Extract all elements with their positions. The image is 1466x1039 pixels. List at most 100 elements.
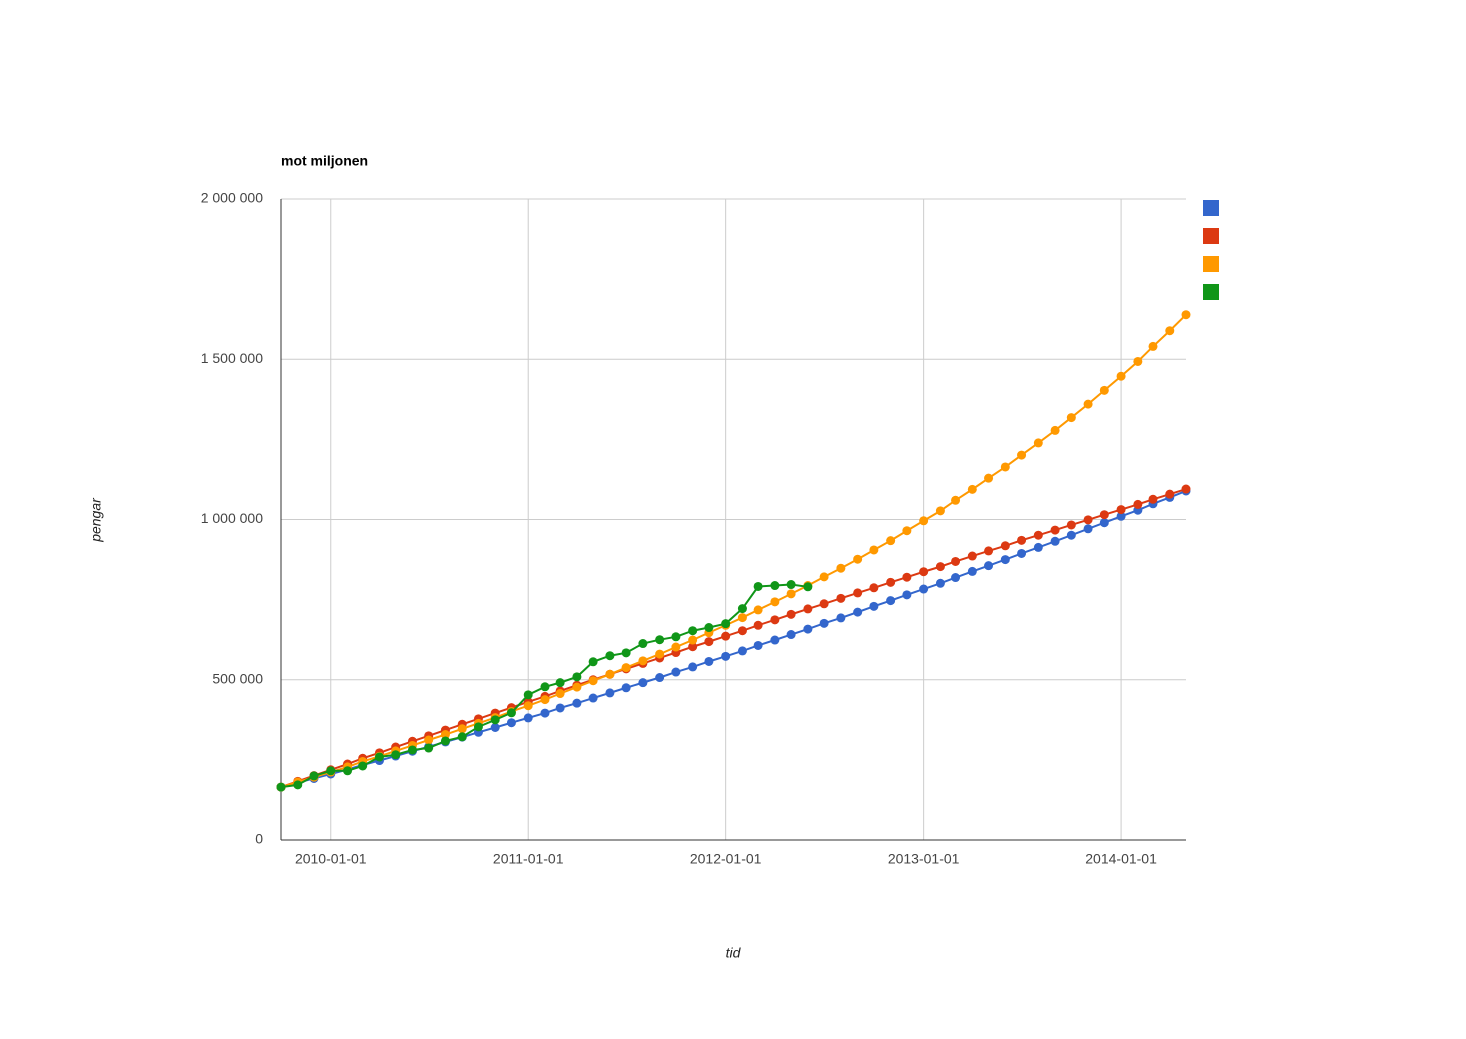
legend-swatch [1203, 256, 1219, 272]
data-point [374, 752, 384, 762]
data-point [638, 639, 648, 649]
data-point [753, 620, 763, 630]
data-point [1050, 525, 1060, 535]
data-point [1017, 450, 1027, 460]
data-point [407, 745, 417, 755]
data-point [721, 619, 731, 629]
data-point [688, 642, 698, 652]
data-point [293, 780, 303, 790]
data-point [1083, 524, 1093, 534]
data-point [326, 766, 336, 776]
y-tick-label: 1 000 000 [201, 510, 263, 526]
data-point [803, 624, 813, 634]
data-point [1050, 425, 1060, 435]
data-point [951, 573, 961, 583]
data-point [457, 732, 467, 742]
data-point [1099, 510, 1109, 520]
data-point [1099, 518, 1109, 528]
data-point [935, 562, 945, 572]
data-point [886, 536, 896, 546]
data-point [1116, 511, 1126, 521]
y-tick-label: 500 000 [212, 670, 263, 686]
data-point [853, 588, 863, 598]
data-point [1066, 413, 1076, 423]
x-tick-label: 2014-01-01 [1085, 851, 1157, 867]
data-point [1116, 505, 1126, 515]
data-point [770, 581, 780, 591]
data-point [704, 656, 714, 666]
data-point [951, 556, 961, 566]
data-point [984, 546, 994, 556]
data-point [984, 561, 994, 571]
x-tick-label: 2010-01-01 [295, 851, 367, 867]
data-point [523, 701, 533, 711]
data-point [869, 545, 879, 555]
data-point [572, 682, 582, 692]
data-point [984, 473, 994, 483]
data-point [721, 631, 731, 641]
data-point [688, 626, 698, 636]
data-point [869, 583, 879, 593]
data-point [490, 715, 500, 725]
data-point [621, 663, 631, 673]
x-tick-label: 2013-01-01 [888, 851, 960, 867]
data-point [473, 722, 483, 732]
data-point [886, 577, 896, 587]
data-point [753, 605, 763, 615]
data-point [523, 713, 533, 723]
data-point [1033, 530, 1043, 540]
data-point [688, 662, 698, 672]
data-point [276, 782, 286, 792]
data-point [671, 667, 681, 677]
data-point [655, 673, 665, 683]
data-point [391, 750, 401, 760]
data-point [655, 649, 665, 659]
data-point [770, 615, 780, 625]
data-point [737, 646, 747, 656]
data-point [786, 630, 796, 640]
data-point [671, 642, 681, 652]
data-point [555, 689, 565, 699]
data-point [605, 651, 615, 661]
data-point [819, 618, 829, 628]
data-point [1133, 356, 1143, 366]
data-point [1133, 499, 1143, 509]
data-point [523, 690, 533, 700]
data-point [424, 743, 434, 753]
data-point [967, 551, 977, 561]
data-point [1000, 462, 1010, 472]
data-point [1099, 385, 1109, 395]
data-point [1148, 494, 1158, 504]
data-point [605, 688, 615, 698]
data-point [786, 580, 796, 590]
legend-swatch [1203, 200, 1219, 216]
data-point [1148, 341, 1158, 351]
data-point [424, 735, 434, 745]
y-tick-label: 2 000 000 [201, 190, 263, 206]
data-point [1165, 326, 1175, 336]
data-point [1033, 542, 1043, 552]
data-point [540, 695, 550, 705]
data-point [935, 578, 945, 588]
data-point [1000, 555, 1010, 565]
data-point [588, 657, 598, 667]
data-point [803, 604, 813, 614]
data-point [721, 651, 731, 661]
data-point [737, 613, 747, 623]
data-point [572, 672, 582, 682]
data-point [1066, 520, 1076, 530]
data-point [1066, 530, 1076, 540]
data-point [540, 682, 550, 692]
data-point [1017, 548, 1027, 558]
data-point [621, 648, 631, 658]
legend-swatch [1203, 284, 1219, 300]
data-point [853, 554, 863, 564]
data-point [704, 637, 714, 647]
data-point [588, 676, 598, 686]
data-point [737, 604, 747, 614]
data-point [1083, 399, 1093, 409]
data-point [869, 601, 879, 611]
data-point [540, 708, 550, 718]
data-point [836, 613, 846, 623]
x-axis-label: tid [726, 945, 742, 961]
